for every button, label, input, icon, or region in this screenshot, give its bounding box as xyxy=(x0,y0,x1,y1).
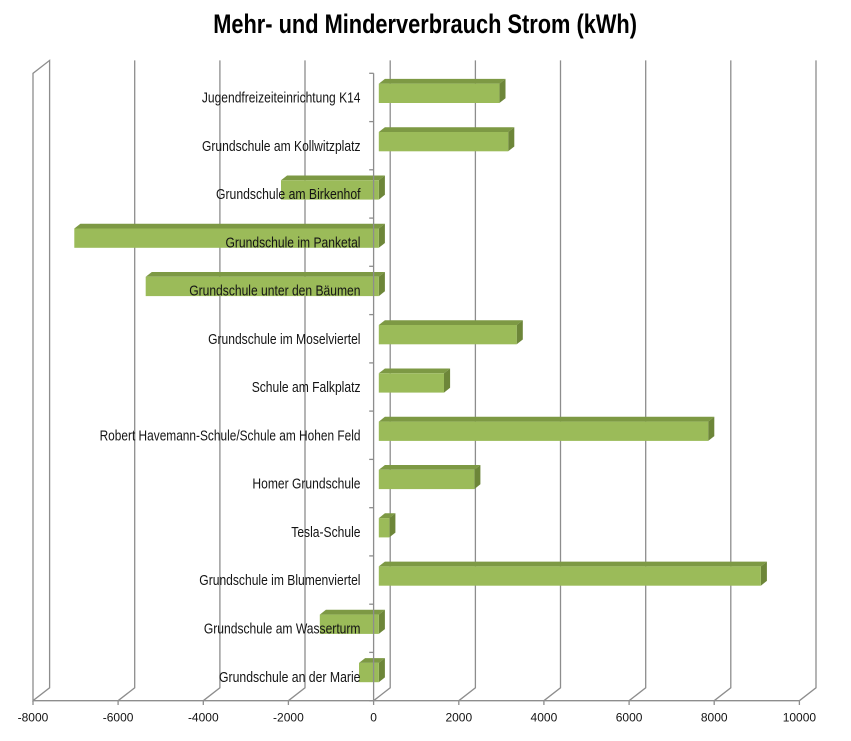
svg-text:Grundschule im Blumenviertel: Grundschule im Blumenviertel xyxy=(199,572,360,589)
svg-text:Tesla-Schule: Tesla-Schule xyxy=(291,524,360,541)
svg-text:Grundschule im Moselviertel: Grundschule im Moselviertel xyxy=(208,331,360,348)
svg-text:Grundschule an der Marie: Grundschule an der Marie xyxy=(219,669,361,686)
svg-text:Grundschule im Panketal: Grundschule im Panketal xyxy=(226,234,361,251)
svg-text:4000: 4000 xyxy=(531,710,558,724)
svg-text:Grundschule am Kollwitzplatz: Grundschule am Kollwitzplatz xyxy=(202,138,361,155)
svg-text:Grundschule am Birkenhof: Grundschule am Birkenhof xyxy=(216,186,361,203)
svg-text:-4000: -4000 xyxy=(188,710,219,724)
svg-text:10000: 10000 xyxy=(783,710,817,724)
svg-text:-2000: -2000 xyxy=(273,710,304,724)
svg-text:Mehr- und Minderverbrauch Stro: Mehr- und Minderverbrauch Strom (kWh) xyxy=(213,9,637,39)
svg-text:Robert Havemann-Schule/Schule: Robert Havemann-Schule/Schule am Hohen F… xyxy=(100,428,361,445)
svg-text:Homer Grundschule: Homer Grundschule xyxy=(252,476,360,493)
svg-text:Grundschule unter den Bäumen: Grundschule unter den Bäumen xyxy=(189,283,360,300)
svg-text:0: 0 xyxy=(370,710,377,724)
svg-text:Jugendfreizeiteinrichtung K14: Jugendfreizeiteinrichtung K14 xyxy=(202,90,361,107)
svg-text:2000: 2000 xyxy=(445,710,472,724)
svg-text:Grundschule am Wasserturm: Grundschule am Wasserturm xyxy=(204,621,361,638)
svg-text:-6000: -6000 xyxy=(103,710,134,724)
svg-text:-8000: -8000 xyxy=(18,710,49,724)
svg-text:Schule am Falkplatz: Schule am Falkplatz xyxy=(252,379,361,396)
svg-text:6000: 6000 xyxy=(616,710,643,724)
svg-text:8000: 8000 xyxy=(701,710,728,724)
